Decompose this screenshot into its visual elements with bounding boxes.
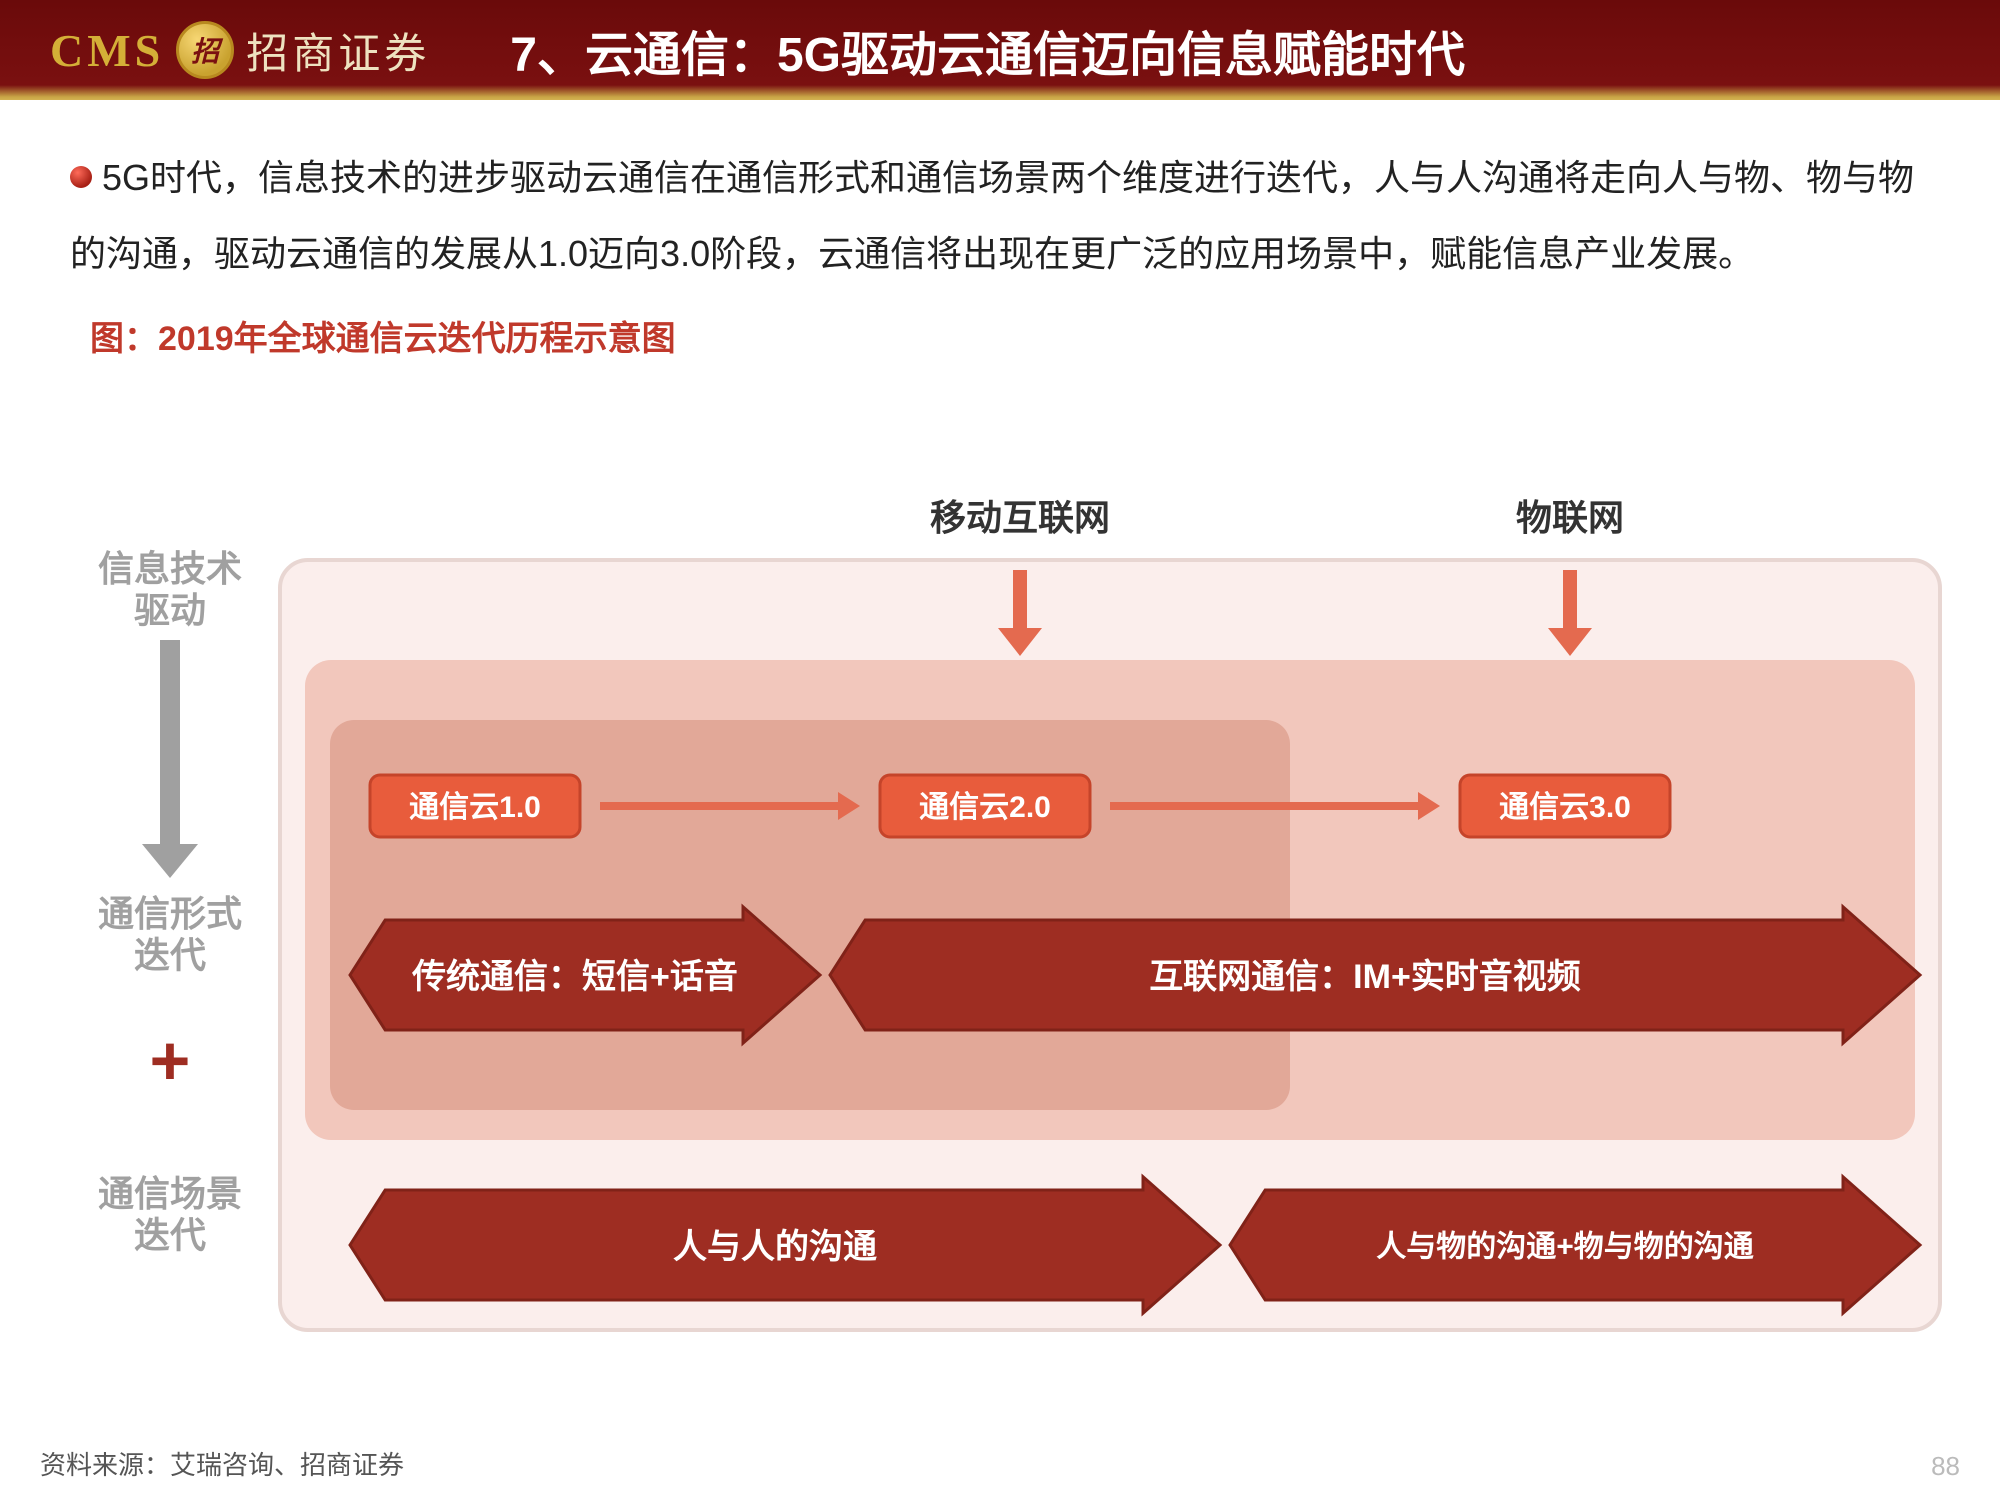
svg-text:通信云1.0: 通信云1.0: [409, 791, 541, 824]
svg-text:通信云3.0: 通信云3.0: [1499, 791, 1631, 824]
body-text: 5G时代，信息技术的进步驱动云通信在通信形式和通信场景两个维度进行迭代，人与人沟…: [70, 157, 1914, 274]
svg-text:+: +: [150, 1022, 191, 1100]
logo-cn-text: 招商证券: [246, 20, 430, 81]
svg-text:通信形式迭代: 通信形式迭代: [98, 893, 242, 975]
page-number: 88: [1931, 1451, 1960, 1482]
svg-text:移动互联网: 移动互联网: [930, 497, 1110, 538]
logo-coin-icon: 招: [176, 21, 234, 79]
page-title: 7、云通信：5G驱动云通信迈向信息赋能时代: [510, 15, 1465, 85]
svg-text:信息技术驱动: 信息技术驱动: [98, 548, 242, 630]
figure-title: 图：2019年全球通信云迭代历程示意图: [0, 301, 2000, 380]
source-text: 资料来源：艾瑞咨询、招商证券: [40, 1445, 404, 1482]
svg-text:通信云2.0: 通信云2.0: [919, 791, 1051, 824]
evolution-diagram: 移动互联网 物联网通信云1.0 通信云2.0 通信云3.0 传统通信：短信+话音 互联网通…: [50, 490, 1950, 1390]
svg-text:物联网: 物联网: [1516, 497, 1624, 538]
svg-text:传统通信：短信+话音: 传统通信：短信+话音: [411, 958, 738, 996]
logo-cms-text: CMS: [50, 24, 164, 77]
svg-text:通信场景迭代: 通信场景迭代: [98, 1173, 242, 1255]
svg-text:人与人的沟通: 人与人的沟通: [673, 1228, 877, 1266]
svg-text:互联网通信：IM+实时音视频: 互联网通信：IM+实时音视频: [1149, 958, 1581, 996]
logo: CMS 招 招商证券: [50, 20, 430, 81]
header: CMS 招 招商证券 7、云通信：5G驱动云通信迈向信息赋能时代: [0, 0, 2000, 100]
svg-text:人与物的沟通+物与物的沟通: 人与物的沟通+物与物的沟通: [1376, 1230, 1754, 1263]
body-paragraph: 5G时代，信息技术的进步驱动云通信在通信形式和通信场景两个维度进行迭代，人与人沟…: [0, 100, 2000, 301]
bullet-icon: [70, 166, 92, 188]
